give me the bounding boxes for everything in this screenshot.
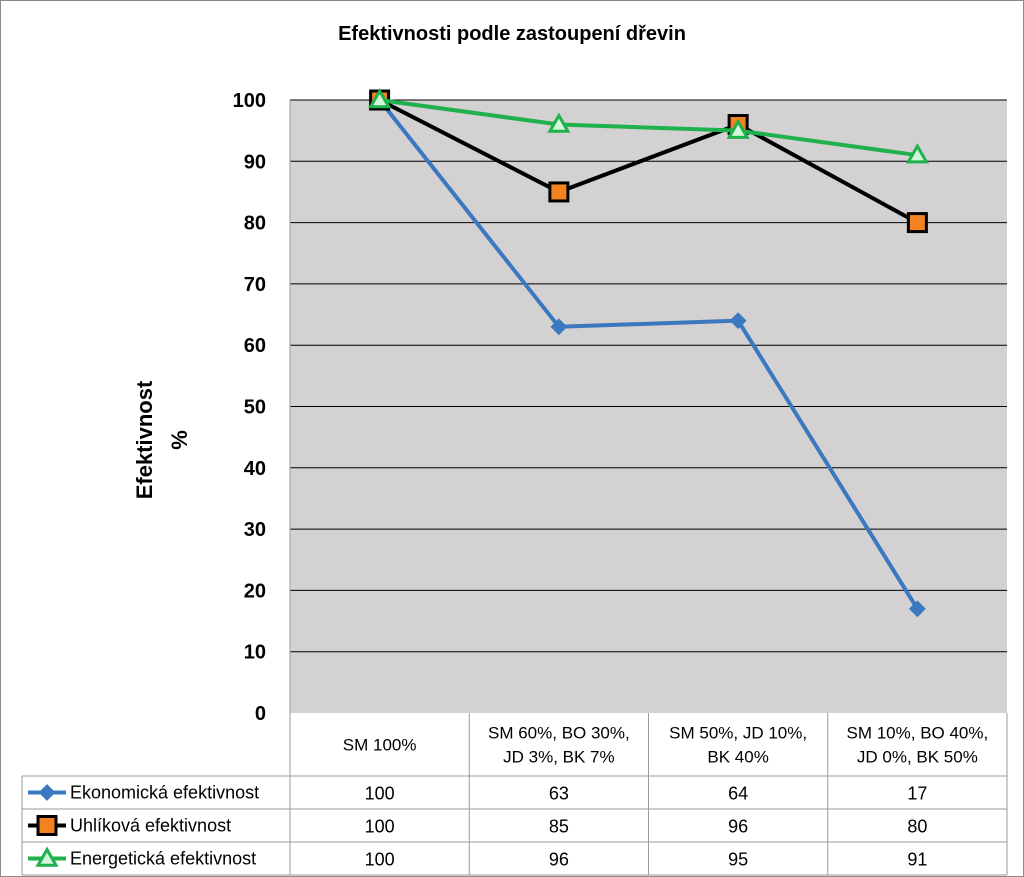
y-tick-label: 70 xyxy=(244,274,266,296)
legend-key xyxy=(28,846,66,867)
data-point xyxy=(906,212,928,234)
table-cell: 96 xyxy=(549,850,569,870)
chart-title: Efektivnosti podle zastoupení dřevin xyxy=(338,23,686,45)
y-tick-label: 80 xyxy=(244,213,266,235)
y-axis-label: Efektivnost % xyxy=(132,380,192,499)
data-point xyxy=(548,181,570,203)
y-tick-label: 90 xyxy=(244,151,266,173)
y-tick-label: 100 xyxy=(233,90,266,112)
series-line xyxy=(378,98,919,225)
table-cell: 80 xyxy=(907,817,927,837)
y-tick-label: 50 xyxy=(244,397,266,419)
table-cell: 63 xyxy=(549,784,569,804)
y-tick-label: 0 xyxy=(255,703,266,725)
table-cell: 85 xyxy=(549,817,569,837)
category-label: JD 0%, BK 50% xyxy=(857,748,978,767)
legend-entry: Energetická efektivnost xyxy=(70,849,256,869)
table-cell: 91 xyxy=(907,850,927,870)
legend-key xyxy=(28,784,66,801)
legend-entry: Uhlíková efektivnost xyxy=(70,816,231,836)
category-label: SM 100% xyxy=(343,736,417,755)
table-cell: 100 xyxy=(365,784,395,804)
category-label: SM 60%, BO 30%, xyxy=(488,724,630,743)
legend-key-marker xyxy=(35,846,59,867)
category-label: JD 3%, BK 7% xyxy=(503,748,615,767)
y-tick-label: 30 xyxy=(244,519,266,541)
data-point xyxy=(368,87,392,109)
category-label: SM 10%, BO 40%, xyxy=(847,724,989,743)
y-axis-label-line2: % xyxy=(167,430,192,450)
table-cell: 17 xyxy=(907,784,927,804)
series-line xyxy=(378,98,920,610)
legend-entry: Ekonomická efektivnost xyxy=(70,783,259,803)
legend-key xyxy=(28,815,66,836)
series-line xyxy=(379,98,918,158)
table-cell: 96 xyxy=(728,817,748,837)
y-tick-label: 20 xyxy=(244,580,266,602)
y-tick-label: 60 xyxy=(244,335,266,357)
table-cell: 100 xyxy=(365,817,395,837)
table-cell: 95 xyxy=(728,850,748,870)
table-cell: 100 xyxy=(365,850,395,870)
table-cell: 64 xyxy=(728,784,748,804)
legend-key-marker xyxy=(36,815,58,836)
data-point xyxy=(908,600,926,618)
data-point xyxy=(550,318,568,336)
series-2 xyxy=(368,87,929,164)
data-point xyxy=(726,118,750,139)
data-point xyxy=(547,112,571,133)
plot-area: 0 10 20 30 40 50 60 70 80 90 100 xyxy=(233,87,1007,725)
y-tick-label: 40 xyxy=(244,458,266,480)
y-axis-label-line1: Efektivnost xyxy=(132,380,157,499)
data-table: SM 100% SM 60%, BO 30%, JD 3%, BK 7% SM 50%… xyxy=(21,713,1008,876)
data-point xyxy=(729,312,747,330)
category-label: SM 50%, JD 10%, xyxy=(669,724,807,743)
legend-key-marker xyxy=(38,784,56,801)
data-point xyxy=(905,143,929,164)
category-label: BK 40% xyxy=(707,748,768,767)
y-tick-label: 10 xyxy=(244,642,266,664)
